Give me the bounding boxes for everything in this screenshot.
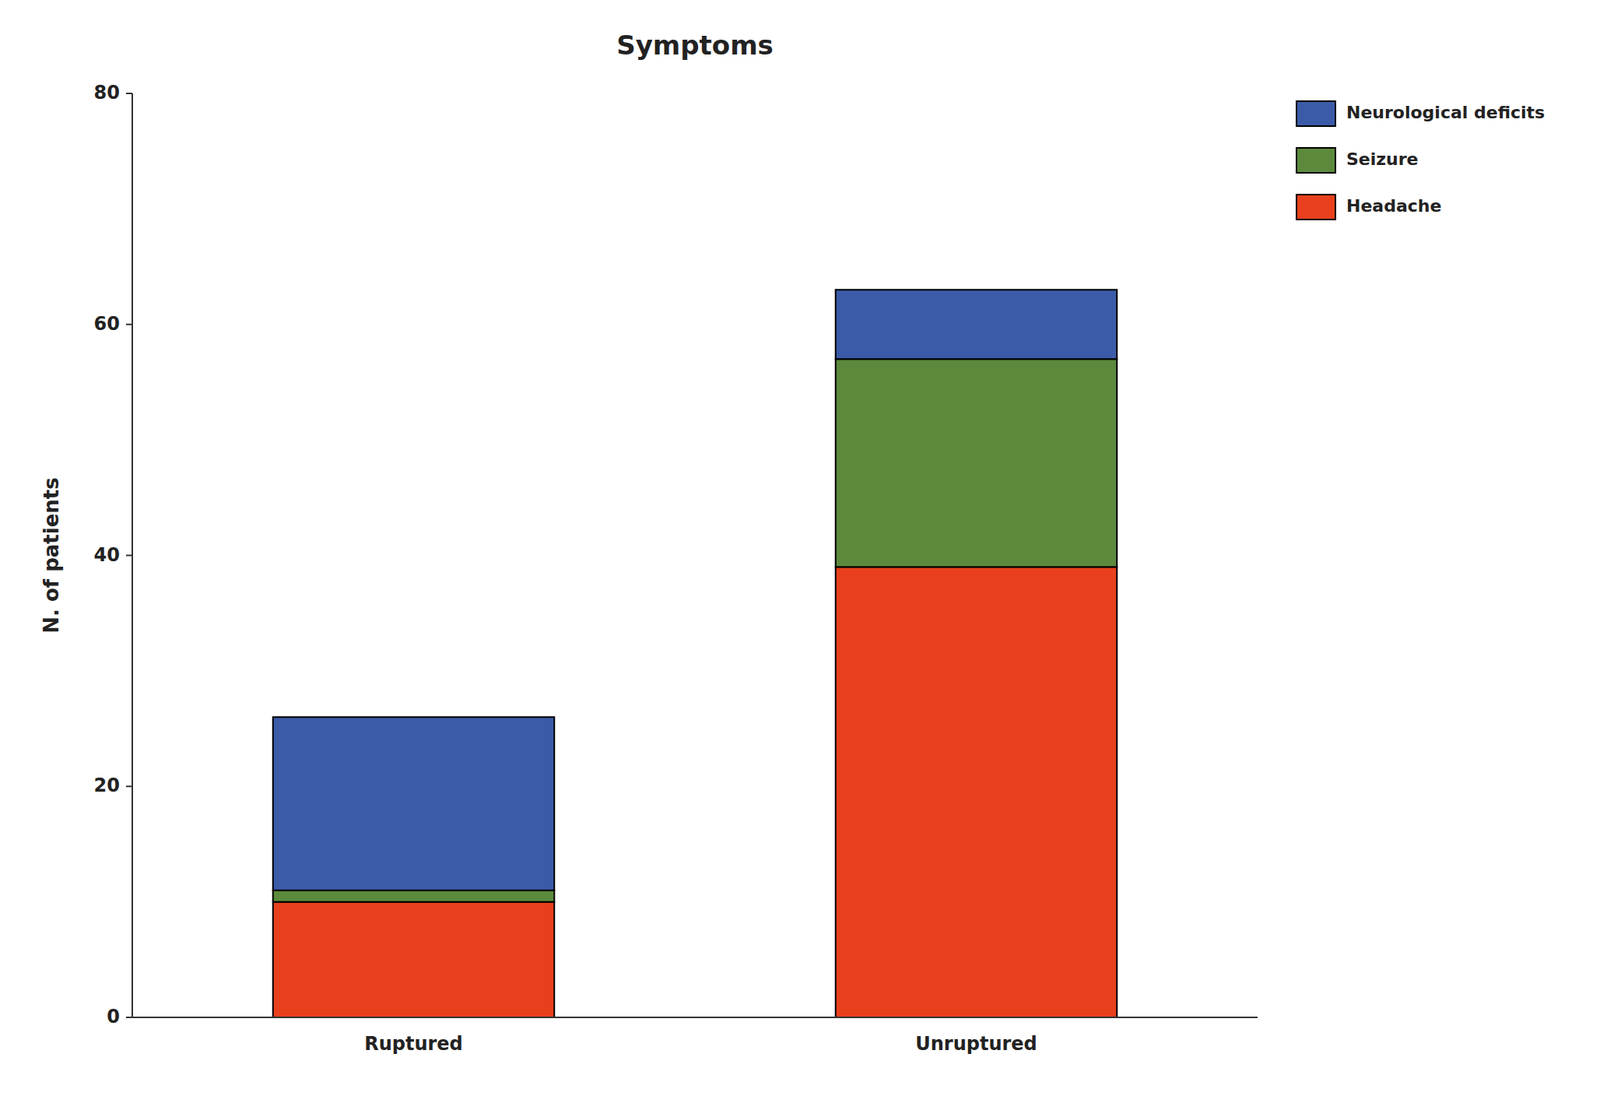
legend-swatch [1296, 147, 1336, 173]
title: Symptoms [616, 29, 774, 61]
chart-svg: Symptoms 0 20 40 60 80 Ruptured Unruptured N. of… [0, 0, 1600, 1103]
y-tick [126, 323, 133, 326]
y-axis-label: N. of patients [39, 477, 64, 633]
y-tick [126, 92, 133, 95]
y-tick [126, 1016, 133, 1018]
bar-segment [835, 289, 1118, 359]
x-tick-label: Unruptured [915, 1032, 1038, 1055]
y-tick-label: 60 [94, 312, 120, 335]
y-tick-label: 0 [106, 1005, 120, 1028]
y-tick-label: 40 [94, 543, 120, 566]
bar-segment [273, 901, 555, 1018]
legend-label: Seizure [1346, 149, 1419, 169]
legend-swatch [1296, 101, 1336, 127]
x-axis-line [132, 1016, 1258, 1018]
y-tick [126, 785, 133, 787]
y-tick-label: 80 [94, 81, 120, 104]
chart-container: Symptoms 0 20 40 60 80 Ruptured Unruptured N. of… [0, 0, 1600, 1103]
legend-label: Neurological deficits [1346, 102, 1545, 123]
legend-label: Headache [1346, 196, 1442, 216]
bar-segment [835, 566, 1118, 1018]
bar-segment [835, 358, 1118, 567]
legend: Neurological deficits Seizure Headache [1296, 101, 1545, 220]
y-tick-label: 20 [94, 774, 120, 797]
bar-segment [273, 890, 555, 902]
legend-swatch [1296, 194, 1336, 220]
bars [273, 289, 1118, 1018]
bar-segment [273, 716, 555, 891]
y-tick [126, 554, 133, 557]
x-tick-label: Ruptured [364, 1032, 464, 1055]
